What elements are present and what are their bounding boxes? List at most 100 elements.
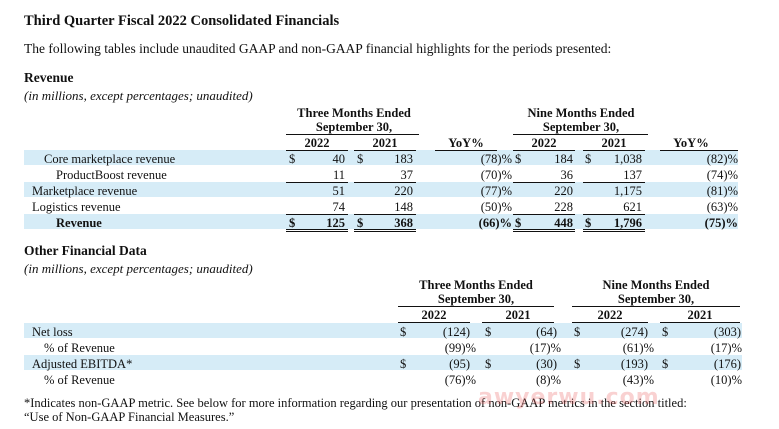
table-cell: (76)% [444, 373, 476, 387]
table-cell: 37 [400, 168, 414, 182]
revenue-row-highlight [24, 182, 738, 197]
rev-three-months-header: Three Months Ended [297, 106, 411, 120]
table-cell: 448 [554, 216, 573, 230]
rev-nine-months-subheader: September 30, [542, 120, 620, 134]
other-row-highlight [24, 323, 742, 338]
rev-rule [286, 214, 348, 215]
table-cell: (70)% [480, 168, 512, 182]
watermark: awyerwu.com [478, 385, 660, 410]
other-nine-months-rule [572, 306, 740, 307]
other-rule [398, 322, 470, 323]
table-cell: 40 [332, 152, 346, 166]
other-three-months-rule [398, 306, 554, 307]
table-cell: (43)% [622, 373, 654, 387]
currency-symbol: $ [585, 152, 592, 166]
table-cell: (303) [713, 325, 741, 339]
table-cell: (63)% [706, 200, 738, 214]
currency-symbol: $ [289, 216, 296, 230]
table-cell: (64) [536, 325, 557, 339]
table-cell: 228 [554, 200, 573, 214]
table-cell: 1,796 [613, 216, 642, 230]
rev-q-yoy-header: YoY% [448, 136, 484, 150]
table-cell: (61)% [622, 341, 654, 355]
intro-text: The following tables include unaudited G… [24, 41, 612, 56]
table-cell: (30) [536, 357, 557, 371]
table-cell: 184 [554, 152, 573, 166]
table-cell: (95) [449, 357, 470, 371]
currency-symbol: $ [289, 152, 296, 166]
table-cell: 220 [394, 184, 413, 198]
revenue-subheading: (in millions, except percentages; unaudi… [24, 88, 253, 103]
rev-double-rule [354, 229, 416, 230]
table-row-label: Marketplace revenue [32, 184, 138, 198]
table-cell: 51 [332, 184, 346, 198]
table-cell: 1,175 [613, 184, 642, 198]
table-cell: (17)% [710, 341, 742, 355]
other-n-year-a: 2022 [597, 308, 623, 322]
other-rule [572, 322, 648, 323]
rev-three-months-rule [286, 134, 419, 135]
rev-rule [354, 150, 416, 151]
table-row-label-total: Revenue [56, 216, 102, 230]
table-row-label: ProductBoost revenue [56, 168, 167, 182]
table-cell: (17)% [529, 341, 561, 355]
revenue-row-highlight [24, 214, 738, 229]
rev-double-rule [286, 229, 348, 230]
other-rule [482, 322, 554, 323]
revenue-heading: Revenue [24, 70, 74, 85]
rev-double-rule [513, 231, 575, 232]
currency-symbol: $ [574, 325, 581, 339]
other-q-year-b: 2021 [505, 308, 531, 322]
other-heading: Other Financial Data [24, 243, 147, 258]
table-cell: (66)% [478, 216, 512, 230]
table-cell: (81)% [706, 184, 738, 198]
rev-rule [513, 150, 575, 151]
rev-double-rule [583, 229, 645, 230]
currency-symbol: $ [357, 152, 364, 166]
table-cell: 11 [332, 168, 345, 182]
rev-rule [354, 214, 416, 215]
table-cell: 137 [623, 168, 642, 182]
table-cell: (78)% [480, 152, 512, 166]
currency-symbol: $ [662, 325, 669, 339]
rev-double-rule [583, 231, 645, 232]
rev-nine-months-rule [513, 134, 648, 135]
table-row-label: Core marketplace revenue [44, 152, 176, 166]
other-nine-months-header: Nine Months Ended [602, 278, 710, 292]
table-cell: (77)% [480, 184, 512, 198]
table-cell: (176) [713, 357, 741, 371]
rev-rule [660, 150, 738, 151]
currency-symbol: $ [662, 357, 669, 371]
rev-rule [513, 182, 575, 183]
table-cell: 1,038 [613, 152, 642, 166]
rev-rule [435, 150, 497, 151]
table-cell: 125 [326, 216, 345, 230]
other-q-year-a: 2022 [421, 308, 447, 322]
footnote-line-1: *Indicates non-GAAP metric. See below fo… [24, 396, 687, 410]
revenue-row-highlight [24, 150, 738, 165]
footnote-line-2: “Use of Non-GAAP Financial Measures.” [24, 410, 235, 424]
table-cell: (50)% [480, 200, 512, 214]
currency-symbol: $ [485, 357, 492, 371]
rev-nine-months-header: Nine Months Ended [527, 106, 635, 120]
other-row-highlight [24, 355, 742, 370]
other-nine-months-subheader: September 30, [617, 292, 695, 306]
rev-double-rule [354, 231, 416, 232]
table-cell: (74)% [706, 168, 738, 182]
rev-n-year-b: 2021 [601, 136, 627, 150]
rev-double-rule [513, 229, 575, 230]
other-three-months-header: Three Months Ended [419, 278, 533, 292]
table-row-label: Adjusted EBITDA* [32, 357, 133, 371]
other-three-months-subheader: September 30, [437, 292, 515, 306]
other-rule [660, 322, 740, 323]
table-cell: 74 [332, 200, 346, 214]
table-row-label: Net loss [32, 325, 73, 339]
rev-rule [286, 182, 348, 183]
currency-symbol: $ [515, 152, 522, 166]
rev-rule [513, 214, 575, 215]
table-row-label: % of Revenue [44, 373, 115, 387]
table-cell: 220 [554, 184, 573, 198]
currency-symbol: $ [357, 216, 364, 230]
rev-n-yoy-header: YoY% [673, 136, 709, 150]
other-n-year-b: 2021 [687, 308, 713, 322]
